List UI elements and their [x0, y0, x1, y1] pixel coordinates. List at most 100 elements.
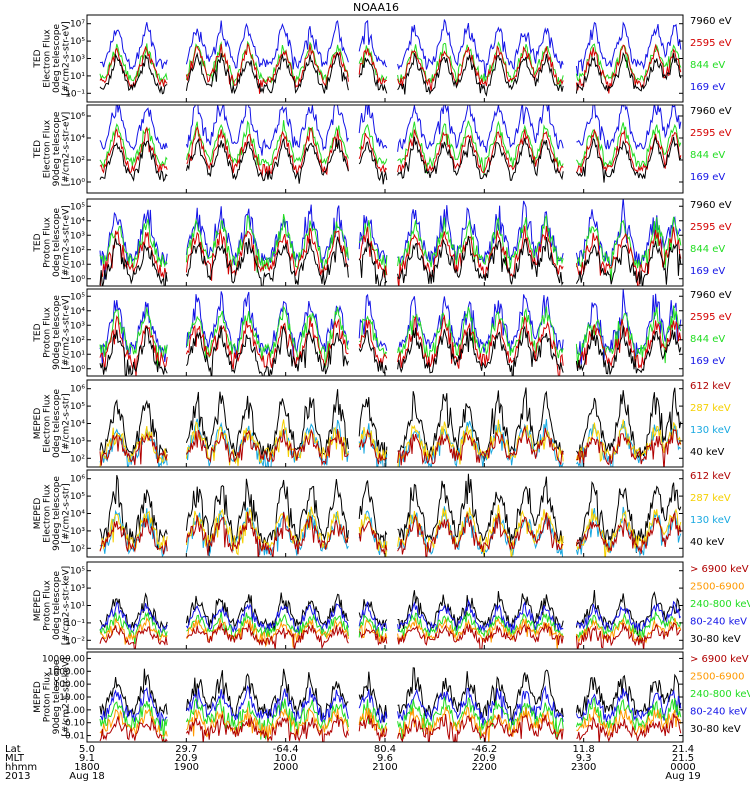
footer-hhmm: 2300 — [571, 762, 596, 773]
y-tick-label: 0.10 — [65, 719, 85, 729]
y-tick-label: 1000.00 — [48, 667, 85, 677]
footer-mlt: 9.1 — [79, 753, 95, 764]
y-tick-label: 10⁰ — [70, 275, 85, 285]
y-tick-label: 10² — [70, 336, 85, 346]
legend-entry: 7960 eV — [690, 106, 732, 117]
footer-lat: 21.4 — [672, 744, 694, 755]
series-line-2595-ev — [99, 42, 682, 94]
panel-8: 0.01 0.10 1.00 10.00 100.00 1000.00 10000.00ME… — [33, 651, 750, 743]
legend-entry: > 6900 keV — [690, 654, 749, 665]
y-tick-label: 10⁶ — [70, 112, 85, 122]
series-line-612-kev — [99, 425, 682, 467]
footer-hhmm: 0000 — [670, 762, 695, 773]
series-line-169-ev — [99, 105, 682, 156]
legend-entry: 287 keV — [690, 493, 731, 504]
legend-entry: 40 keV — [690, 537, 724, 548]
series-line--6900-kev — [99, 713, 682, 742]
footer-hhmm: 1800 — [74, 762, 99, 773]
series-line-2595-ev — [99, 314, 682, 376]
legend-entry: 2500-6900 — [690, 672, 745, 683]
series-line-2595-ev — [99, 125, 682, 178]
legend-entry: 130 keV — [690, 425, 731, 436]
y-tick-label: 10⁶ — [70, 385, 85, 395]
footer-row-label: 2013 — [5, 771, 30, 782]
y-tick-label: 10⁵ — [70, 292, 85, 302]
legend-entry: 240-800 keV — [690, 599, 750, 610]
legend-entry: 612 keV — [690, 381, 731, 392]
legend-entry: 844 eV — [690, 60, 725, 71]
legend-entry: 2595 eV — [690, 128, 732, 139]
series-line-240-800-kev — [99, 610, 682, 645]
y-tick-label: 10⁵ — [70, 567, 85, 577]
footer-row-label: Lat — [5, 744, 21, 755]
y-tick-label: 10¹ — [70, 350, 85, 360]
legend-entry: > 6900 keV — [690, 564, 749, 575]
y-tick-label: 10⁷ — [70, 20, 85, 30]
legend-entry: 287 keV — [690, 403, 731, 414]
y-tick-label: 10⁰ — [70, 365, 85, 375]
footer-hhmm: 2000 — [273, 762, 298, 773]
y-tick-label: 10⁴ — [70, 510, 85, 520]
y-tick-label: 10⁻¹ — [65, 89, 85, 99]
footer-date: Aug 18 — [69, 771, 104, 782]
footer-mlt: 9.6 — [377, 753, 393, 764]
legend-entry: 7960 eV — [690, 290, 732, 301]
y-tick-label: 10⁴ — [70, 420, 85, 430]
legend-entry: 7960 eV — [690, 200, 732, 211]
y-tick-label: 10⁵ — [70, 402, 85, 412]
y-tick-label: 10¹ — [70, 72, 85, 82]
legend-entry: 80-240 keV — [690, 617, 747, 628]
y-axis-label: TEDElectron Flux0deg telescope[#/cm2-s-s… — [33, 21, 72, 96]
legend-entry: 40 keV — [690, 447, 724, 458]
series-line--6900-kev — [99, 622, 682, 649]
footer-row-label: MLT — [5, 753, 25, 764]
y-tick-label: 10² — [70, 454, 85, 464]
legend-entry: 2595 eV — [690, 312, 732, 323]
series-line-30-80-kev — [99, 589, 682, 638]
series-line-7960-ev — [99, 135, 682, 185]
y-tick-label: 10² — [70, 156, 85, 166]
y-axis-label: TEDProton Flux0deg telescope[#/cm2-s-str… — [33, 205, 72, 280]
y-tick-label: 10² — [70, 246, 85, 256]
y-axis-label: TEDElectron Flux90deg telescope[#/cm2-s-… — [33, 111, 72, 186]
y-tick-label: 10⁻² — [65, 636, 85, 646]
legend-entry: 169 eV — [690, 82, 725, 93]
legend-entry: 7960 eV — [690, 16, 732, 27]
footer-lat: -46.2 — [471, 744, 497, 755]
y-tick-label: 10¹ — [70, 602, 85, 612]
y-tick-label: 10³ — [70, 527, 85, 537]
y-tick-label: 10⁰ — [70, 178, 85, 188]
legend-entry: 80-240 keV — [690, 707, 747, 718]
legend-entry: 30-80 keV — [690, 724, 741, 735]
panel-frame — [86, 104, 684, 194]
series-line-80-240-kev — [99, 598, 682, 636]
y-tick-label: 10³ — [70, 321, 85, 331]
y-tick-label: 0.01 — [65, 732, 85, 742]
y-tick-label: 10.00 — [59, 693, 85, 703]
y-tick-label: 10³ — [70, 231, 85, 241]
y-axis-label: MEPEDProton Flux90deg telescope[#/cm2-s-… — [33, 657, 72, 736]
legend-entry: 844 eV — [690, 150, 725, 161]
legend-entry: 2595 eV — [690, 222, 732, 233]
y-tick-label: 10¹ — [70, 260, 85, 270]
y-tick-label: 100.00 — [54, 680, 86, 690]
footer-date: Aug 19 — [665, 771, 700, 782]
y-tick-label: 10⁵ — [70, 492, 85, 502]
y-axis-label: MEPEDElectron Flux0deg telescope[#/cm2-s… — [33, 389, 72, 459]
legend-entry: 2595 eV — [690, 38, 732, 49]
footer-lat: 5.0 — [79, 744, 95, 755]
series-line-844-ev — [99, 305, 682, 370]
footer-lat: -64.4 — [273, 744, 299, 755]
series-line-169-ev — [99, 289, 682, 367]
footer-hhmm: 2100 — [372, 762, 397, 773]
legend-entry: 30-80 keV — [690, 634, 741, 645]
series-line-7960-ev — [99, 51, 682, 97]
legend-entry: 169 eV — [690, 356, 725, 367]
y-tick-label: 10⁴ — [70, 307, 85, 317]
